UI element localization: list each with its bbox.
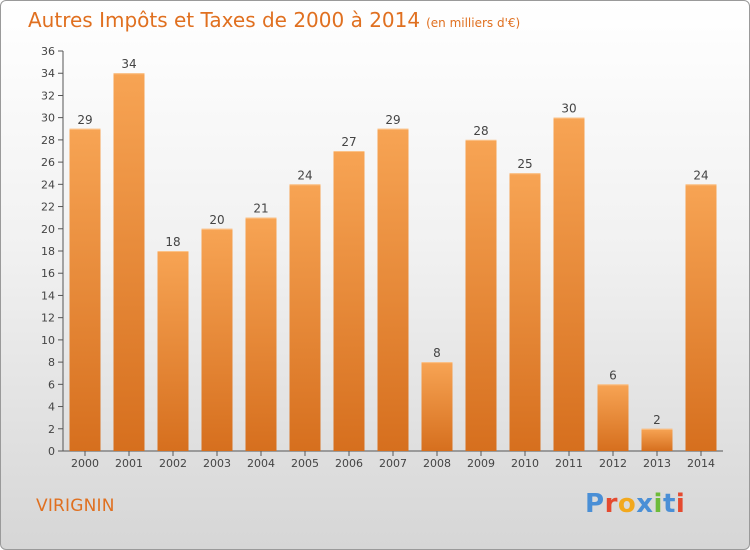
data-label: 18 — [165, 235, 180, 249]
bar — [465, 139, 497, 451]
bar — [201, 228, 233, 451]
x-tick-label: 2010 — [511, 457, 539, 470]
proxiti-logo[interactable]: Proxiti — [585, 489, 685, 519]
data-labels: 29 34 18 20 21 24 27 29 8 28 25 30 6 2 24 — [77, 57, 708, 427]
data-label: 34 — [121, 57, 136, 71]
data-label: 24 — [693, 168, 708, 182]
x-tick-label: 2005 — [291, 457, 319, 470]
x-tick-label: 2013 — [643, 457, 671, 470]
bar — [597, 384, 629, 451]
y-tick-label: 30 — [41, 112, 55, 125]
y-tick-label: 34 — [41, 67, 55, 80]
data-label: 29 — [77, 113, 92, 127]
bar — [245, 217, 277, 451]
data-label: 21 — [253, 202, 268, 216]
x-tick-label: 2008 — [423, 457, 451, 470]
commune-name: VIRIGNIN — [36, 496, 115, 516]
x-tick-label: 2014 — [687, 457, 715, 470]
bar — [377, 128, 409, 451]
y-tick-label: 8 — [48, 356, 55, 369]
y-tick-label: 4 — [48, 401, 55, 414]
data-label: 24 — [297, 168, 312, 182]
y-tick-label: 6 — [48, 378, 55, 391]
y-tick-label: 24 — [41, 178, 55, 191]
logo-letter: i — [675, 489, 686, 519]
bar — [69, 128, 101, 451]
data-label: 20 — [209, 213, 224, 227]
bar — [333, 151, 365, 451]
logo-letter: t — [662, 489, 676, 519]
logo-letter: x — [636, 489, 654, 519]
y-tick-label: 12 — [41, 312, 55, 325]
data-label: 29 — [385, 113, 400, 127]
bar — [685, 184, 717, 452]
y-tick-label: 20 — [41, 223, 55, 236]
y-tick-label: 22 — [41, 201, 55, 214]
x-tick-label: 2004 — [247, 457, 275, 470]
y-tick-label: 16 — [41, 267, 55, 280]
chart-title-text: Autres Impôts et Taxes de 2000 à 2014 — [28, 8, 421, 32]
logo-letter: P — [585, 489, 605, 519]
logo-letter: o — [617, 489, 637, 519]
chart-subtitle: (en milliers d'€) — [426, 16, 521, 30]
y-tick-label: 14 — [41, 289, 55, 302]
y-tick-label: 0 — [48, 445, 55, 458]
bar — [509, 173, 541, 451]
y-tick-label: 26 — [41, 156, 55, 169]
y-tick-label: 18 — [41, 245, 55, 258]
x-tick-label: 2012 — [599, 457, 627, 470]
x-tick-label: 2002 — [159, 457, 187, 470]
x-tick-label: 2011 — [555, 457, 583, 470]
chart-title: Autres Impôts et Taxes de 2000 à 2014 (en… — [28, 8, 520, 32]
bar — [641, 428, 673, 451]
logo-letter: i — [653, 489, 663, 519]
data-label: 25 — [517, 157, 532, 171]
x-tick-label: 2006 — [335, 457, 363, 470]
data-label: 8 — [433, 346, 441, 360]
data-label: 30 — [561, 102, 576, 116]
x-tick-label: 2009 — [467, 457, 495, 470]
x-tick-label: 2007 — [379, 457, 407, 470]
bar — [421, 362, 453, 451]
data-label: 6 — [609, 368, 617, 382]
y-tick-label: 2 — [48, 423, 55, 436]
y-tick-label: 28 — [41, 134, 55, 147]
bars — [69, 73, 717, 452]
bar — [157, 251, 189, 451]
x-tick-label: 2001 — [115, 457, 143, 470]
data-label: 28 — [473, 124, 488, 138]
bar — [113, 73, 145, 451]
x-tick-label: 2003 — [203, 457, 231, 470]
bar — [553, 117, 585, 452]
y-tick-label: 32 — [41, 89, 55, 102]
y-tick-label: 10 — [41, 334, 55, 347]
logo-letter: r — [604, 489, 618, 519]
y-tick-label: 36 — [41, 45, 55, 58]
bar — [289, 184, 321, 452]
data-label: 2 — [653, 413, 661, 427]
x-tick-label: 2000 — [71, 457, 99, 470]
data-label: 27 — [341, 135, 356, 149]
